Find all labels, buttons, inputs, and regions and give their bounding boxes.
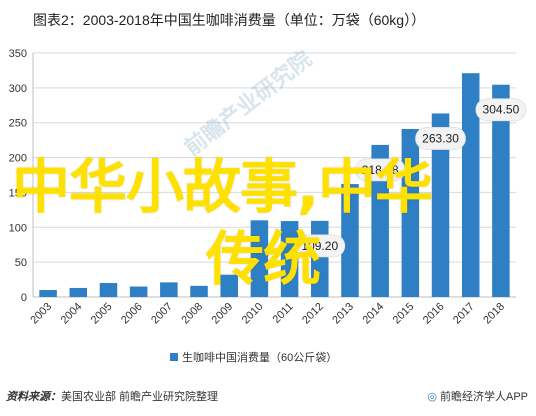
- x-tick-label-2018: 2018: [481, 301, 507, 327]
- bar-2006: [129, 286, 148, 297]
- x-tick-label-2017: 2017: [451, 301, 477, 327]
- bar-2004: [69, 287, 88, 297]
- legend-label: 生咖啡中国消费量（60公斤袋）: [182, 350, 337, 364]
- brand-credit: ◎ 前瞻经济学人APP: [427, 388, 528, 404]
- data-label-2018: 304.50: [483, 103, 520, 117]
- x-tick-label-2005: 2005: [89, 301, 115, 327]
- brand-text: 前瞻经济学人APP: [439, 391, 528, 403]
- bar-2013: [341, 184, 359, 297]
- x-tick-label-2014: 2014: [360, 301, 386, 327]
- bar-2005: [99, 283, 118, 297]
- bar-2011: [280, 221, 299, 297]
- bar-2017: [461, 73, 480, 298]
- x-tick-label-2011: 2011: [271, 301, 296, 326]
- x-tick-label-2016: 2016: [421, 301, 447, 327]
- overlay-text-line2: 传统: [206, 225, 321, 293]
- overlay-text-line1: 中华小故事,中华: [12, 153, 433, 221]
- source-text: 美国农业部 前瞻产业研究院整理: [61, 391, 219, 403]
- data-label-bubble-2012: [294, 234, 346, 258]
- y-tick-label: 300: [9, 83, 27, 95]
- bar-2009: [220, 274, 238, 297]
- x-tick-label-2003: 2003: [28, 301, 54, 327]
- x-tick-label-2012: 2012: [300, 301, 326, 327]
- y-tick-label: 0: [21, 292, 27, 304]
- legend-swatch: [170, 353, 178, 361]
- data-label-2016: 263.30: [422, 131, 459, 145]
- x-tick-label-2015: 2015: [391, 301, 417, 327]
- y-tick-label: 200: [9, 153, 27, 165]
- x-tick-label-2004: 2004: [59, 301, 85, 327]
- x-tick-label-2008: 2008: [179, 301, 205, 327]
- x-tick-label-2006: 2006: [119, 301, 145, 327]
- source-note: 资料来源：美国农业部 前瞻产业研究院整理: [6, 388, 218, 404]
- data-label-bubble-2016: [415, 127, 466, 150]
- bar-2018: [492, 84, 510, 297]
- bar-2015: [401, 128, 420, 297]
- chart-title: 图表2：2003-2018年中国生咖啡消费量（单位：万袋（60kg））: [33, 12, 426, 28]
- x-tick-label-2009: 2009: [210, 301, 236, 327]
- source-label: 资料来源：: [6, 391, 61, 403]
- bar-2016: [431, 113, 450, 297]
- y-tick-label: 100: [9, 222, 27, 234]
- bar-2010: [250, 220, 269, 297]
- bar-2007: [160, 282, 178, 297]
- x-tick-label-2010: 2010: [240, 301, 266, 327]
- y-tick-label: 350: [9, 48, 27, 60]
- data-label-bubble-2014: [354, 158, 406, 182]
- y-tick-label: 150: [9, 187, 27, 199]
- y-tick-label: 50: [15, 257, 27, 269]
- bar-2014: [371, 144, 389, 297]
- y-tick-label: 250: [9, 118, 27, 130]
- data-label-2012: 109.20: [301, 239, 338, 253]
- brand-eye-icon: ◎: [427, 391, 437, 403]
- data-label-bubble-2018: [475, 98, 527, 122]
- bar-2008: [190, 285, 208, 297]
- x-tick-label-2013: 2013: [330, 301, 356, 327]
- bar-2003: [39, 290, 57, 297]
- data-label-2014: 218.18: [362, 163, 399, 177]
- x-tick-label-2007: 2007: [149, 301, 175, 327]
